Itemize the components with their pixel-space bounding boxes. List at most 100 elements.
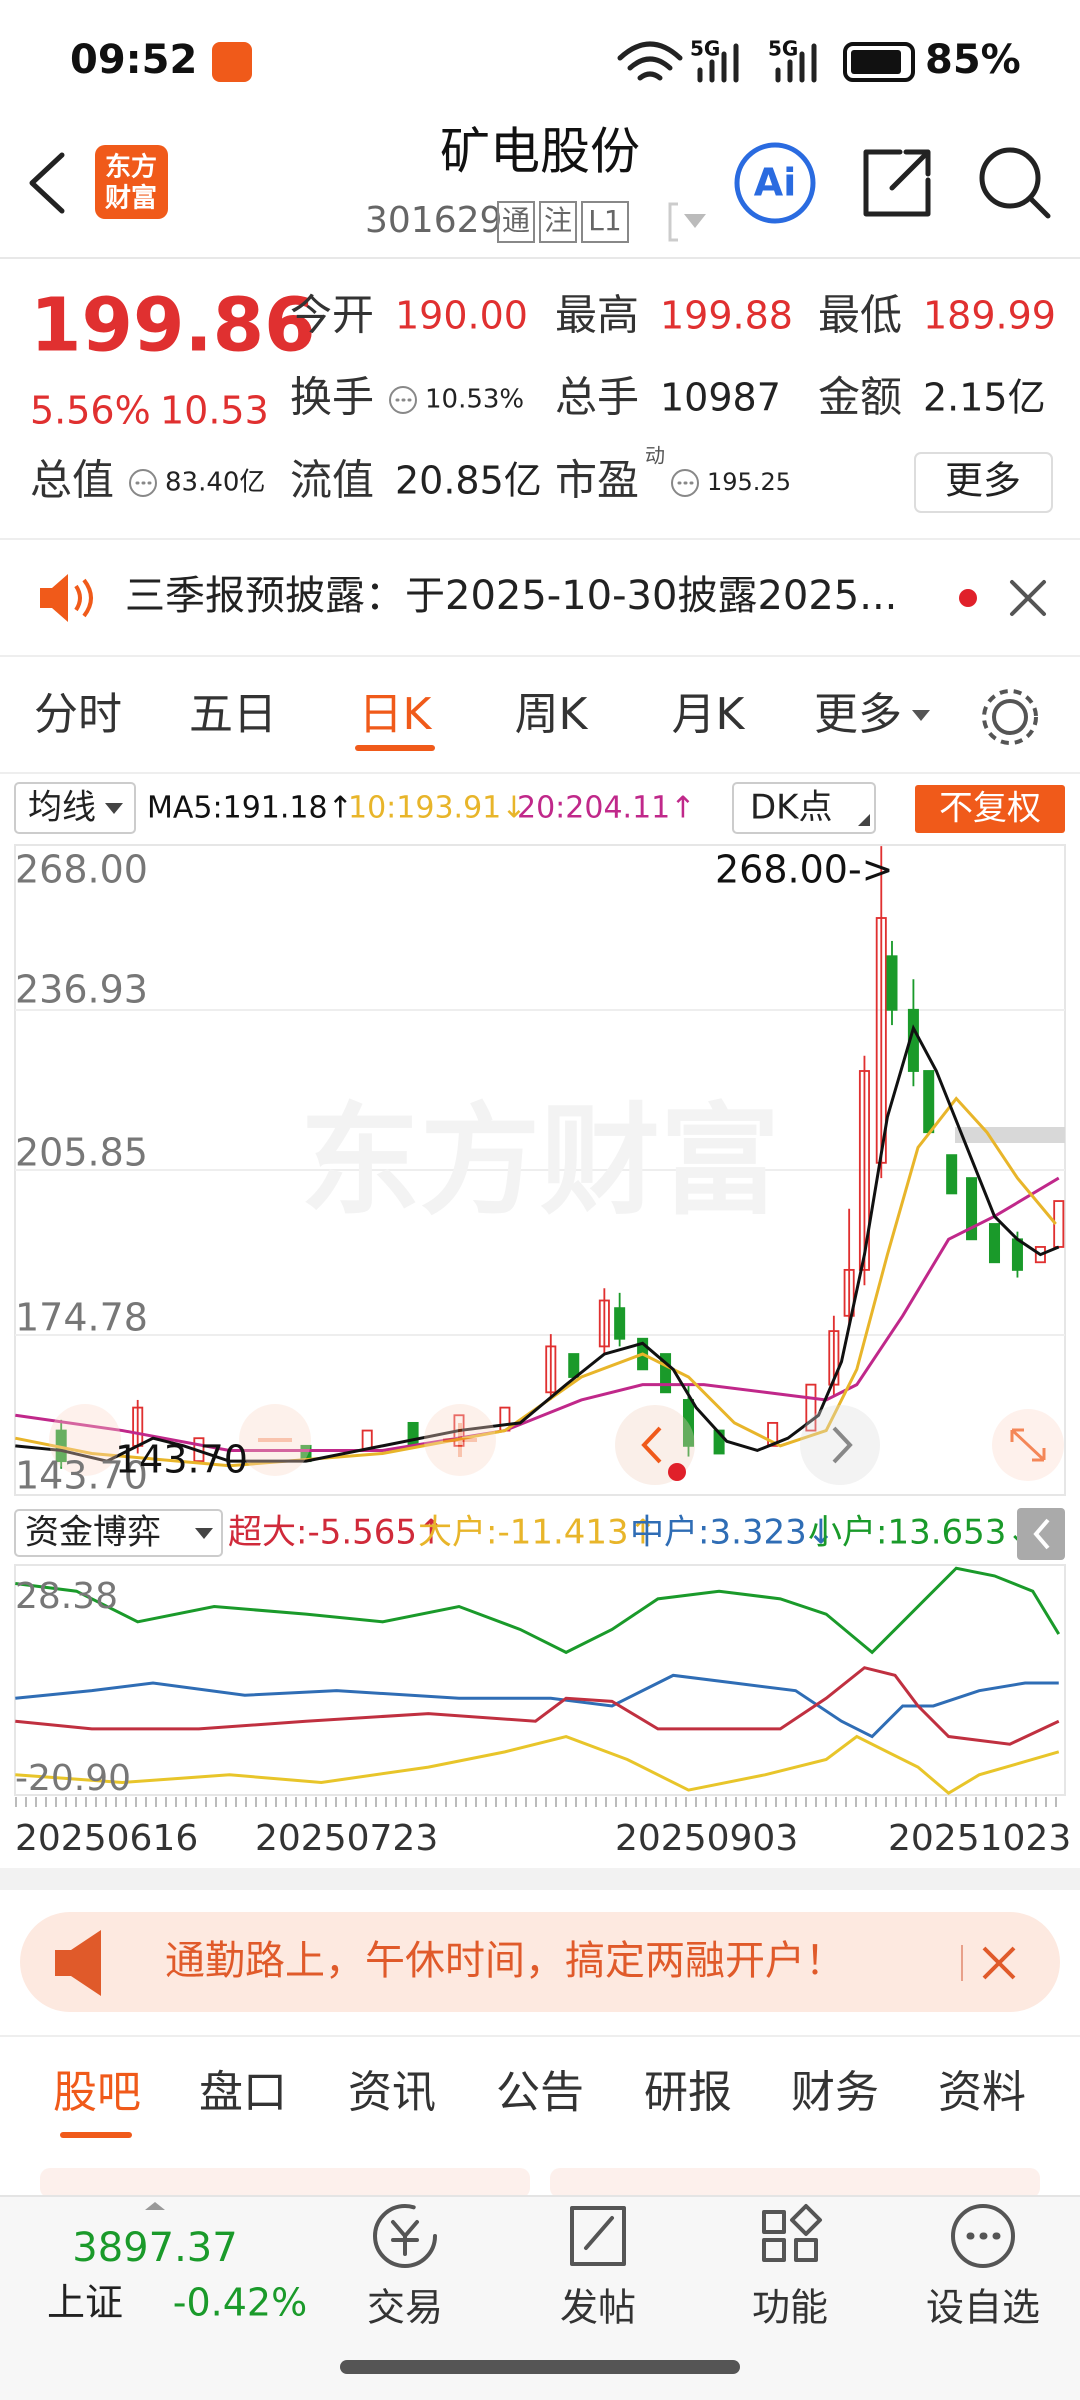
home-indicator bbox=[340, 2360, 740, 2374]
more-text: 更多 bbox=[945, 459, 1021, 503]
dropdown-caret[interactable] bbox=[684, 214, 706, 228]
flow-tick-label: -20.90 bbox=[15, 1758, 131, 1799]
large-line bbox=[15, 1737, 1058, 1794]
divider bbox=[0, 655, 1080, 657]
notice-dot bbox=[959, 589, 977, 607]
battery-level bbox=[851, 50, 901, 74]
ma5-line bbox=[15, 1028, 1058, 1461]
flow-selector[interactable] bbox=[14, 1509, 223, 1557]
next-arrow bbox=[832, 1426, 853, 1464]
price: 199.86 bbox=[30, 283, 316, 369]
ma-selector[interactable] bbox=[14, 782, 136, 834]
notice-text[interactable]: 三季报预披露：于2025-10-30披露2025... bbox=[125, 573, 897, 619]
flow-tick-label: 28.38 bbox=[15, 1576, 118, 1617]
field-value: 189.99 bbox=[923, 294, 1056, 338]
tab[interactable]: 日K bbox=[359, 689, 433, 740]
yen bbox=[391, 2220, 419, 2256]
flow-plot bbox=[15, 1568, 1058, 1793]
subtab[interactable]: 研报 bbox=[644, 2067, 732, 2118]
ai-button[interactable] bbox=[734, 142, 816, 224]
banner-text: 通勤路上，午休时间，搞定两融开户！ bbox=[165, 1938, 845, 1984]
watermark: 东方财富 bbox=[300, 1093, 780, 1232]
change: 10.53 bbox=[160, 389, 269, 433]
app-badge bbox=[212, 42, 252, 82]
settings-icon[interactable] bbox=[992, 699, 1028, 735]
subtab[interactable]: 资讯 bbox=[348, 2067, 436, 2118]
logo-text: 财富 bbox=[105, 183, 157, 214]
subtab[interactable]: 股吧 bbox=[53, 2067, 141, 2118]
logo-text: 东方 bbox=[105, 152, 157, 183]
search-button[interactable] bbox=[979, 147, 1041, 209]
prev-arrow bbox=[641, 1426, 662, 1464]
tag-box bbox=[581, 201, 629, 243]
caret bbox=[105, 803, 123, 814]
field-label: 总值 bbox=[30, 456, 114, 505]
tab[interactable]: 分时 bbox=[34, 689, 122, 740]
nav-labels: 交易 发帖 功能 设自选 bbox=[367, 2286, 1040, 2330]
trade-icon bbox=[373, 2204, 437, 2268]
zoom-out[interactable] bbox=[239, 1404, 311, 1476]
divider bbox=[0, 772, 1080, 774]
speaker-icon bbox=[40, 574, 68, 622]
ma20: 20:204.11↑ bbox=[517, 791, 695, 826]
divider bbox=[0, 2195, 1080, 2197]
index-change: -0.42% bbox=[173, 2281, 307, 2325]
banner[interactable] bbox=[20, 1912, 1060, 2012]
tab[interactable]: 月K bbox=[672, 689, 746, 740]
back-button[interactable] bbox=[29, 152, 65, 214]
tab[interactable]: 更多 bbox=[814, 689, 902, 740]
collapse-button[interactable] bbox=[1017, 1508, 1065, 1560]
low-label: 143.70 bbox=[115, 1438, 248, 1482]
notice-close[interactable] bbox=[1010, 580, 1046, 616]
signal-icon bbox=[697, 43, 739, 83]
field-value: 190.00 bbox=[395, 294, 528, 338]
field-label: 今开 bbox=[290, 291, 374, 340]
subtabs: 股吧 盘口 资讯 公告 研报 财务 资料 bbox=[53, 2067, 1026, 2118]
zoom-left[interactable] bbox=[49, 1404, 121, 1476]
caret bbox=[195, 1528, 213, 1539]
field-value: 199.88 bbox=[660, 294, 793, 338]
subtab[interactable]: 盘口 bbox=[199, 2067, 287, 2118]
field-value: 83.40亿 bbox=[165, 468, 265, 498]
speaker-waves bbox=[74, 578, 93, 618]
caret bbox=[912, 710, 930, 721]
plus bbox=[443, 1423, 477, 1457]
next[interactable] bbox=[800, 1405, 880, 1485]
tag-box bbox=[539, 201, 577, 243]
tab[interactable]: 五日 bbox=[189, 689, 277, 740]
date-label: 20250903 bbox=[615, 1818, 798, 1859]
flow-selector-text: 资金博弈 bbox=[25, 1513, 161, 1553]
dk-button[interactable] bbox=[732, 782, 876, 834]
nav-label[interactable]: 设自选 bbox=[926, 2286, 1040, 2330]
field-value: 10987 bbox=[660, 376, 781, 420]
index-name: 上证 bbox=[47, 2281, 123, 2325]
band bbox=[0, 1868, 1080, 1890]
nav-label[interactable]: 发帖 bbox=[560, 2286, 636, 2330]
banner-close[interactable] bbox=[982, 1946, 1016, 1980]
subtab[interactable]: 公告 bbox=[496, 2067, 584, 2118]
divider bbox=[0, 2035, 1080, 2037]
index-value[interactable]: 3897.37 bbox=[72, 2225, 237, 2271]
field-label: 最高 bbox=[555, 291, 639, 340]
search-handle bbox=[1027, 195, 1051, 219]
settings-gear bbox=[982, 689, 1038, 745]
subtab[interactable]: 财务 bbox=[791, 2067, 879, 2118]
share-button[interactable] bbox=[863, 149, 931, 217]
nav-label[interactable]: 功能 bbox=[752, 2286, 828, 2330]
tag: 通 bbox=[502, 204, 530, 237]
chart-controls bbox=[49, 1404, 1064, 1485]
ma5: MA5:191.18↑ bbox=[147, 791, 353, 826]
field-sup: 动 bbox=[645, 444, 665, 468]
candles bbox=[55, 846, 1065, 1469]
quote-fields: 今开 190.00 最高 199.88 最低 189.99 换手 10.53% 总手 10987 金… bbox=[30, 291, 1056, 505]
nav-label[interactable]: 交易 bbox=[367, 2286, 443, 2330]
more-button[interactable] bbox=[914, 452, 1053, 513]
tab[interactable]: 周K bbox=[515, 689, 589, 740]
info-icon bbox=[671, 469, 699, 497]
adjust-button[interactable] bbox=[915, 785, 1065, 833]
field-label: 市盈 bbox=[555, 456, 639, 505]
zoom-in[interactable] bbox=[424, 1404, 496, 1476]
date-label: 20251023 bbox=[888, 1818, 1071, 1859]
subtab[interactable]: 资料 bbox=[938, 2067, 1026, 2118]
